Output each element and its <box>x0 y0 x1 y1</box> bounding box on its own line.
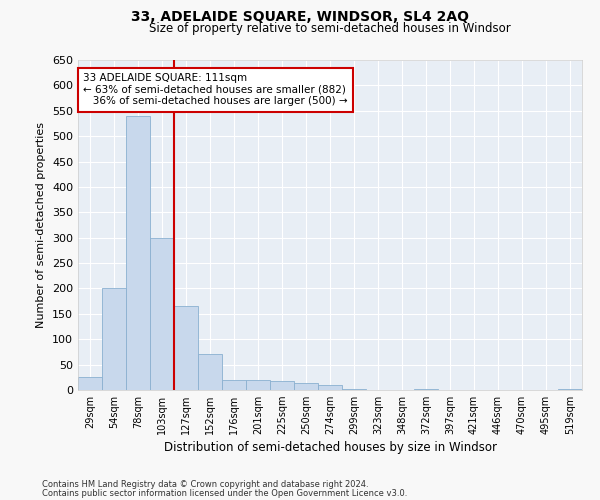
Bar <box>270 382 294 390</box>
Title: Size of property relative to semi-detached houses in Windsor: Size of property relative to semi-detach… <box>149 22 511 35</box>
Text: Contains public sector information licensed under the Open Government Licence v3: Contains public sector information licen… <box>42 488 407 498</box>
X-axis label: Distribution of semi-detached houses by size in Windsor: Distribution of semi-detached houses by … <box>163 442 497 454</box>
Bar <box>150 238 174 390</box>
Bar <box>78 378 102 390</box>
Bar <box>294 384 318 390</box>
Bar <box>174 306 198 390</box>
Text: Contains HM Land Registry data © Crown copyright and database right 2024.: Contains HM Land Registry data © Crown c… <box>42 480 368 489</box>
Bar <box>102 288 126 390</box>
Bar <box>126 116 150 390</box>
Bar <box>558 389 582 390</box>
Bar <box>246 380 270 390</box>
Bar <box>222 380 246 390</box>
Bar <box>342 389 366 390</box>
Text: 33, ADELAIDE SQUARE, WINDSOR, SL4 2AQ: 33, ADELAIDE SQUARE, WINDSOR, SL4 2AQ <box>131 10 469 24</box>
Bar <box>318 386 342 390</box>
Text: 33 ADELAIDE SQUARE: 111sqm
← 63% of semi-detached houses are smaller (882)
   36: 33 ADELAIDE SQUARE: 111sqm ← 63% of semi… <box>83 73 347 106</box>
Bar <box>198 354 222 390</box>
Bar <box>414 389 438 390</box>
Y-axis label: Number of semi-detached properties: Number of semi-detached properties <box>37 122 46 328</box>
